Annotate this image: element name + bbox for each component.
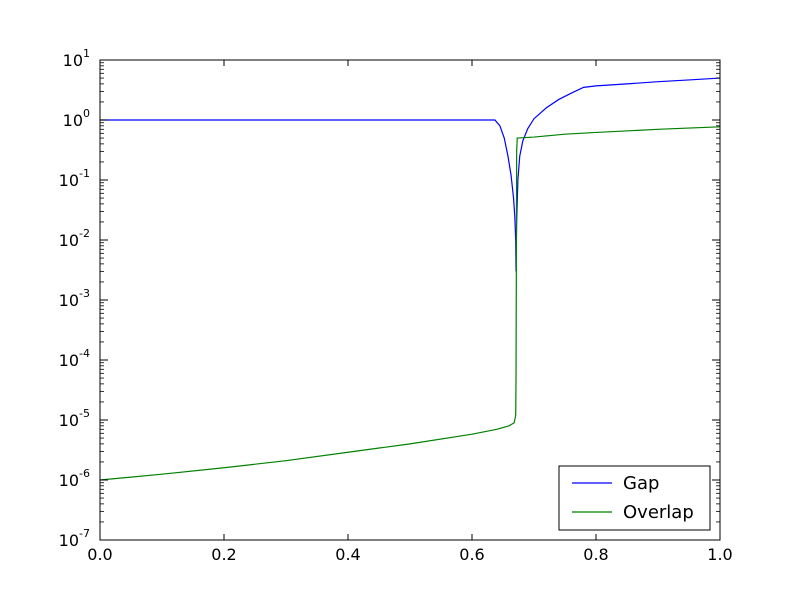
x-tick-label: 0.8 <box>583 545 608 564</box>
y-tick-label: 10-1 <box>59 167 90 190</box>
y-tick-label: 101 <box>63 47 90 70</box>
y-tick-label: 10-3 <box>59 287 90 310</box>
series-layer <box>100 77 720 481</box>
legend-label-overlap: Overlap <box>623 502 694 523</box>
x-tick-label: 0.0 <box>87 545 112 564</box>
series-line-gap <box>100 77 720 272</box>
y-tick-label: 10-5 <box>59 407 90 430</box>
y-tick-label: 100 <box>63 107 90 130</box>
tick-layer: 0.0 0.2 0.4 0.6 0.8 1.0 10-7 10-6 10-5 10-4 10-3 10… <box>59 47 733 564</box>
x-tick-label: 0.2 <box>211 545 236 564</box>
y-tick-label: 10-4 <box>59 347 90 370</box>
y-tick-label: 10-7 <box>59 527 90 550</box>
x-tick-label: 0.4 <box>335 545 360 564</box>
y-tick-label: 10-2 <box>59 227 90 250</box>
x-tick-label: 1.0 <box>707 545 732 564</box>
y-tick-label: 10-6 <box>59 467 90 490</box>
series-line-overlap <box>100 126 720 481</box>
x-tick-label: 0.6 <box>459 545 484 564</box>
legend: Gap Overlap <box>558 465 711 531</box>
legend-label-gap: Gap <box>623 473 659 494</box>
legend-box <box>558 465 711 531</box>
